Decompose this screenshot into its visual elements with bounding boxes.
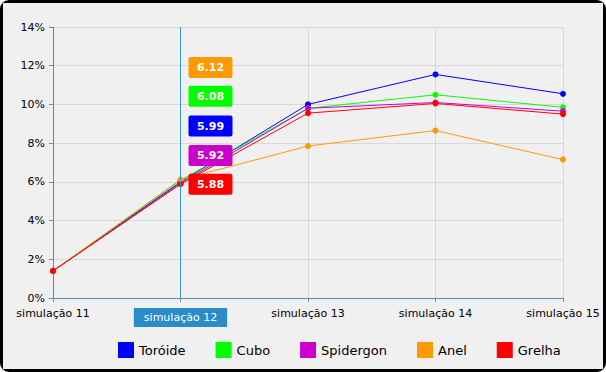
- svg-text:0%: 0%: [28, 292, 45, 305]
- svg-text:4%: 4%: [28, 214, 45, 227]
- svg-text:6.08: 6.08: [197, 90, 224, 103]
- svg-text:8%: 8%: [28, 137, 45, 150]
- svg-text:simulação 15: simulação 15: [526, 307, 599, 320]
- svg-text:5.99: 5.99: [197, 120, 224, 133]
- svg-text:simulação 11: simulação 11: [16, 307, 89, 320]
- svg-text:simulação 14: simulação 14: [399, 307, 472, 320]
- svg-text:2%: 2%: [28, 253, 45, 266]
- svg-text:simulação 12: simulação 12: [144, 311, 217, 324]
- svg-text:Cubo: Cubo: [237, 343, 271, 358]
- svg-text:Grelha: Grelha: [518, 343, 561, 358]
- svg-text:5.92: 5.92: [197, 149, 224, 162]
- svg-text:Spidergon: Spidergon: [321, 343, 387, 358]
- svg-text:Anel: Anel: [438, 343, 467, 358]
- svg-text:5.88: 5.88: [197, 178, 224, 191]
- svg-text:6.12: 6.12: [197, 61, 224, 74]
- svg-text:6%: 6%: [28, 175, 45, 188]
- svg-text:Toróide: Toróide: [138, 343, 186, 358]
- svg-text:14%: 14%: [21, 21, 45, 34]
- svg-text:simulação 13: simulação 13: [271, 307, 344, 320]
- svg-text:10%: 10%: [21, 98, 45, 111]
- svg-text:12%: 12%: [21, 59, 45, 72]
